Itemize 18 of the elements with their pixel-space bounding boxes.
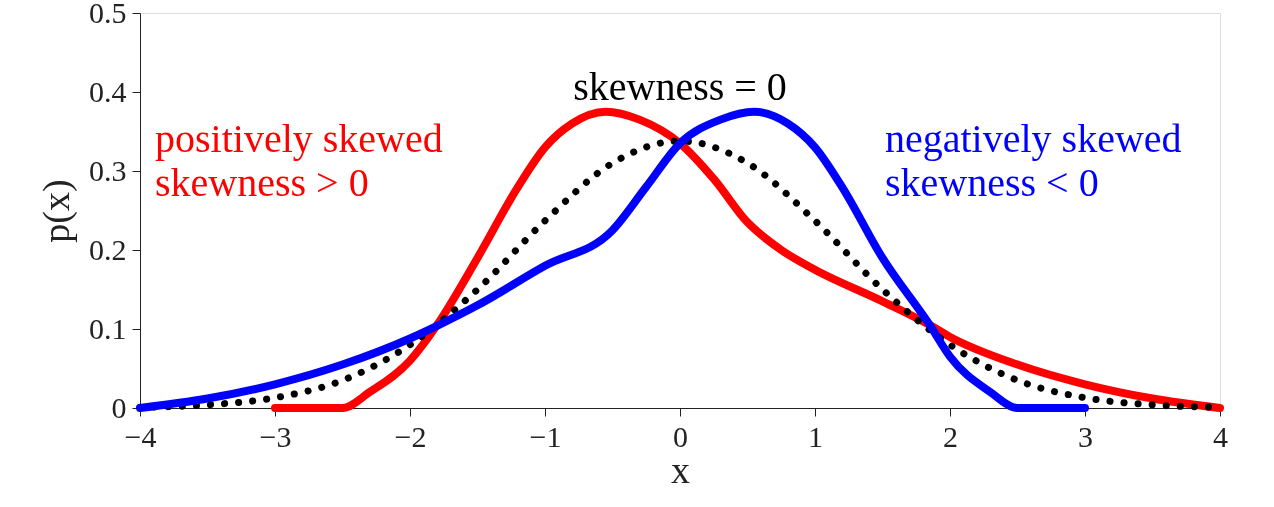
y-tick-label: 0.4 bbox=[89, 74, 127, 108]
y-tick-label: 0 bbox=[111, 390, 127, 424]
x-tick-label: −1 bbox=[529, 419, 562, 453]
x-tick-label: −3 bbox=[259, 419, 292, 453]
x-tick-label: −2 bbox=[394, 419, 427, 453]
series-label: negatively skewed skewness < 0 bbox=[885, 116, 1182, 205]
y-tick-label: 0.1 bbox=[89, 311, 127, 345]
x-tick-label: −4 bbox=[124, 419, 157, 453]
series-label: skewness = 0 bbox=[573, 64, 787, 109]
y-tick-label: 0.2 bbox=[89, 232, 127, 266]
x-tick-label: 3 bbox=[1078, 419, 1093, 453]
x-tick-label: 2 bbox=[943, 419, 958, 453]
x-tick-label: 1 bbox=[808, 419, 823, 453]
y-tick-label: 0.3 bbox=[89, 153, 127, 187]
x-tick-label: 4 bbox=[1213, 419, 1228, 453]
series-label: positively skewed skewness > 0 bbox=[155, 116, 443, 205]
y-tick-label: 0.5 bbox=[89, 0, 127, 29]
y-axis-title: p(x) bbox=[35, 179, 78, 243]
